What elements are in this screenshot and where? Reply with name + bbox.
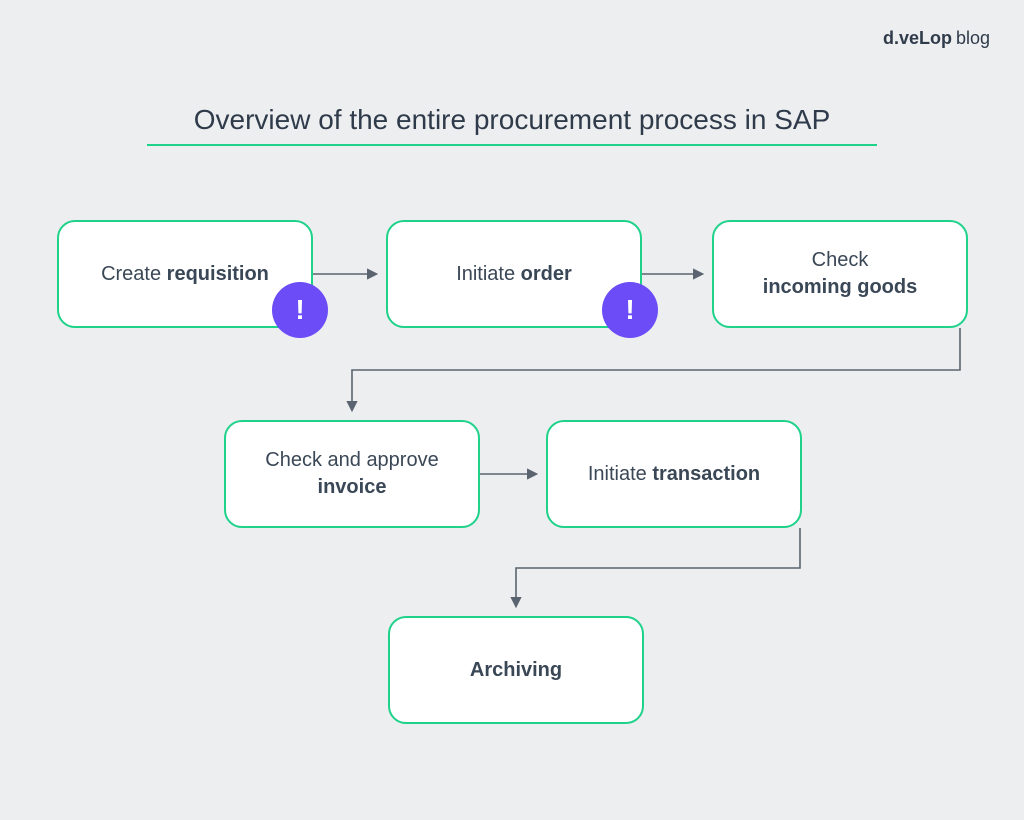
diagram-canvas: d.veLopblog Overview of the entire procu… [0,0,1024,820]
alert-glyph: ! [295,294,304,326]
label-prefix: Create [101,263,167,285]
brand-logo: d.veLopblog [883,28,990,49]
alert-glyph: ! [625,294,634,326]
page-title: Overview of the entire procurement proce… [147,104,877,144]
title-underline [147,144,877,146]
node-check-incoming-goods: Check incoming goods [712,220,968,328]
node-label: Create requisition [101,261,269,288]
node-label: Initiate transaction [588,461,760,488]
node-check-approve-invoice: Check and approve invoice [224,420,480,528]
label-line1: Check [812,249,869,271]
node-archiving: Archiving [388,616,644,724]
title-block: Overview of the entire procurement proce… [147,104,877,146]
brand-d: d. [883,28,899,48]
connector-line [516,528,800,606]
label-line1: Check and approve [265,449,438,471]
label-bold: invoice [318,476,387,498]
label-bold: requisition [167,263,269,285]
brand-velop: veLop [899,28,952,48]
node-label: Check incoming goods [763,247,917,301]
alert-badge-icon: ! [602,282,658,338]
brand-blog: blog [956,28,990,48]
label-prefix: Initiate [456,263,520,285]
node-label: Archiving [470,657,562,684]
node-label: Check and approve invoice [265,447,438,501]
label-bold: incoming goods [763,276,917,298]
label-bold: order [521,263,572,285]
alert-badge-icon: ! [272,282,328,338]
node-label: Initiate order [456,261,572,288]
connector-line [352,328,960,410]
label-prefix: Initiate [588,463,652,485]
label-bold: transaction [652,463,760,485]
node-initiate-transaction: Initiate transaction [546,420,802,528]
label-bold: Archiving [470,659,562,681]
